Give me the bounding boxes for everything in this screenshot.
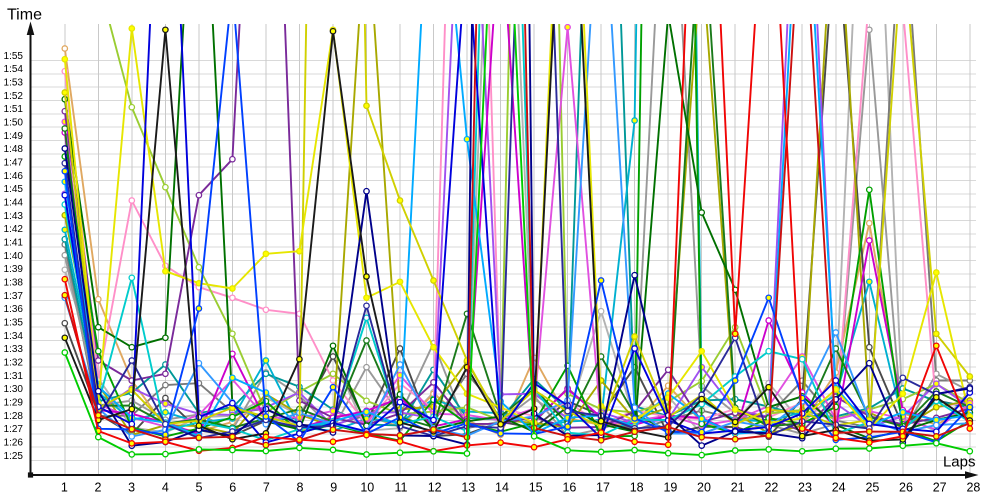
svg-text:28: 28 [966, 481, 980, 495]
svg-text:20: 20 [697, 481, 711, 495]
svg-text:1:39: 1:39 [4, 264, 24, 275]
svg-text:Time: Time [7, 7, 42, 24]
svg-text:Laps: Laps [943, 454, 976, 471]
svg-text:15: 15 [529, 481, 543, 495]
svg-text:1: 1 [61, 481, 68, 495]
svg-text:16: 16 [562, 481, 576, 495]
svg-text:1:25: 1:25 [4, 451, 24, 462]
svg-text:12: 12 [428, 481, 442, 495]
svg-text:8: 8 [297, 481, 304, 495]
svg-text:1:26: 1:26 [4, 438, 24, 449]
svg-text:14: 14 [495, 481, 509, 495]
svg-text:1:46: 1:46 [4, 171, 24, 182]
svg-text:1:51: 1:51 [4, 104, 24, 115]
svg-text:1:43: 1:43 [4, 211, 24, 222]
svg-text:18: 18 [630, 481, 644, 495]
svg-text:1:41: 1:41 [4, 238, 24, 249]
svg-text:1:52: 1:52 [4, 91, 24, 102]
svg-text:1:34: 1:34 [4, 331, 24, 342]
svg-text:1:38: 1:38 [4, 278, 24, 289]
svg-text:1:45: 1:45 [4, 184, 24, 195]
svg-text:1:50: 1:50 [4, 118, 24, 129]
svg-text:6: 6 [229, 481, 236, 495]
svg-text:21: 21 [731, 481, 745, 495]
svg-text:4: 4 [162, 481, 169, 495]
svg-text:1:49: 1:49 [4, 131, 24, 142]
svg-text:3: 3 [128, 481, 135, 495]
svg-text:1:30: 1:30 [4, 384, 24, 395]
svg-text:1:35: 1:35 [4, 318, 24, 329]
svg-text:1:37: 1:37 [4, 291, 24, 302]
svg-text:22: 22 [764, 481, 778, 495]
svg-text:1:27: 1:27 [4, 424, 24, 435]
svg-text:23: 23 [798, 481, 812, 495]
svg-text:1:55: 1:55 [4, 51, 24, 62]
svg-text:1:31: 1:31 [4, 371, 24, 382]
svg-text:1:32: 1:32 [4, 358, 24, 369]
svg-text:2: 2 [95, 481, 102, 495]
svg-text:5: 5 [196, 481, 203, 495]
svg-text:13: 13 [461, 481, 475, 495]
svg-text:19: 19 [663, 481, 677, 495]
svg-text:1:29: 1:29 [4, 398, 24, 409]
svg-text:24: 24 [832, 481, 846, 495]
svg-text:11: 11 [395, 481, 408, 495]
svg-text:9: 9 [330, 481, 337, 495]
svg-text:1:42: 1:42 [4, 224, 24, 235]
svg-text:1:36: 1:36 [4, 304, 24, 315]
svg-text:25: 25 [865, 481, 879, 495]
svg-text:1:40: 1:40 [4, 251, 24, 262]
svg-text:1:48: 1:48 [4, 144, 24, 155]
svg-text:27: 27 [933, 481, 947, 495]
svg-text:17: 17 [596, 481, 610, 495]
svg-text:1:28: 1:28 [4, 411, 24, 422]
svg-text:26: 26 [899, 481, 913, 495]
svg-text:1:53: 1:53 [4, 78, 24, 89]
svg-text:7: 7 [263, 481, 270, 495]
svg-text:10: 10 [360, 481, 374, 495]
svg-text:1:44: 1:44 [4, 198, 24, 209]
svg-text:1:33: 1:33 [4, 344, 24, 355]
svg-text:1:54: 1:54 [4, 64, 24, 75]
svg-text:1:47: 1:47 [4, 158, 24, 169]
